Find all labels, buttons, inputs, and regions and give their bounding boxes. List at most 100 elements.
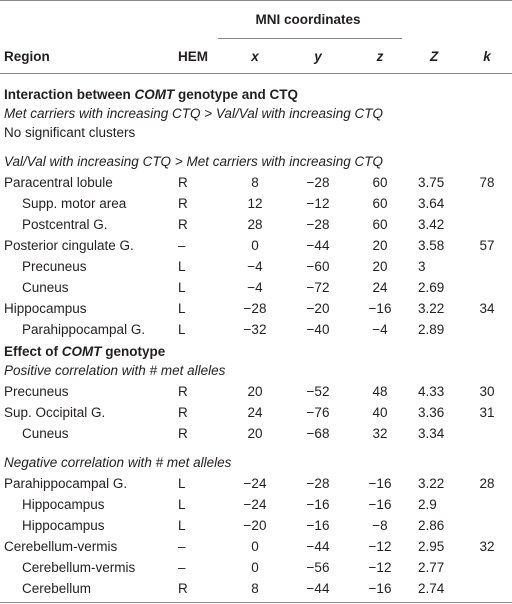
cell: Parahippocampal G.	[22, 322, 146, 337]
cell: 28	[479, 476, 495, 491]
cell: 2.77	[418, 560, 445, 575]
cell: Supp. motor area	[22, 196, 127, 211]
cell: 3.34	[418, 426, 445, 441]
group-rule	[218, 38, 402, 39]
cell: 32	[479, 539, 495, 554]
cell: 20	[247, 384, 263, 399]
top-rule	[0, 0, 512, 1]
column-header: x	[251, 49, 259, 64]
cell: 57	[479, 238, 495, 253]
cell: L	[178, 476, 186, 491]
cell: L	[178, 497, 186, 512]
cell: R	[178, 217, 188, 232]
cell: −12	[368, 560, 392, 575]
cell: 3.58	[418, 238, 445, 253]
cell: −16	[306, 497, 330, 512]
cell: 3.42	[418, 217, 445, 232]
cell: 48	[372, 384, 388, 399]
cell: −20	[306, 301, 330, 316]
cell: 78	[479, 175, 495, 190]
cell: 3.64	[418, 196, 445, 211]
section-title: Interaction between COMT genotype and CT…	[4, 87, 298, 103]
cell: –	[178, 560, 186, 575]
cell: 30	[479, 384, 495, 399]
cell: 28	[247, 217, 263, 232]
cell: Precuneus	[4, 384, 69, 399]
cell: 60	[372, 196, 388, 211]
cell: 8	[251, 175, 259, 190]
cell: R	[178, 384, 188, 399]
cell: −52	[306, 384, 330, 399]
cell: L	[178, 259, 186, 274]
cell: Cerebellum-vermis	[22, 560, 136, 575]
cell: 2.9	[418, 497, 437, 512]
subsection-label: Positive correlation with # met alleles	[4, 363, 226, 378]
cell: R	[178, 426, 188, 441]
cell: −72	[306, 280, 330, 295]
bottom-rule	[0, 602, 512, 603]
cell: −8	[372, 518, 388, 533]
column-header: Z	[430, 49, 439, 64]
cell: Cuneus	[22, 280, 69, 295]
cell: −16	[368, 301, 392, 316]
cell: 3	[418, 259, 426, 274]
subsection-label: Met carriers with increasing CTQ > Val/V…	[4, 106, 383, 121]
cell: 34	[479, 301, 495, 316]
cell: 24	[372, 280, 388, 295]
note: No significant clusters	[4, 125, 136, 140]
cell: −44	[306, 539, 330, 554]
column-header: HEM	[178, 49, 208, 64]
cell: −24	[243, 497, 267, 512]
cell: −24	[243, 476, 267, 491]
cell: –	[178, 539, 186, 554]
cell: −16	[306, 518, 330, 533]
cell: 32	[372, 426, 388, 441]
cell: −12	[368, 539, 392, 554]
cell: L	[178, 280, 186, 295]
cell: Postcentral G.	[22, 217, 108, 232]
cell: 20	[247, 426, 263, 441]
cell: Posterior cingulate G.	[4, 238, 134, 253]
cell: 40	[372, 405, 388, 420]
cell: −76	[306, 405, 330, 420]
cell: 60	[372, 217, 388, 232]
title-part: genotype	[101, 344, 166, 359]
cell: R	[178, 405, 188, 420]
group-header: MNI coordinates	[255, 12, 361, 27]
cell: −16	[368, 581, 392, 596]
cell: R	[178, 196, 188, 211]
cell: −28	[306, 175, 330, 190]
cell: −28	[243, 301, 267, 316]
cell: R	[178, 175, 188, 190]
cell: 2.95	[418, 539, 445, 554]
cell: Hippocampus	[22, 497, 105, 512]
title-part: genotype and CTQ	[174, 87, 299, 102]
cell: 2.74	[418, 581, 445, 596]
subsection-label: Val/Val with increasing CTQ > Met carrie…	[4, 154, 383, 169]
cell: −60	[306, 259, 330, 274]
cell: −32	[243, 322, 267, 337]
cell: L	[178, 518, 186, 533]
column-header: y	[314, 49, 322, 64]
cell: L	[178, 322, 186, 337]
cell: 3.75	[418, 175, 445, 190]
cell: 0	[251, 539, 259, 554]
cell: −12	[306, 196, 330, 211]
cell: −44	[306, 238, 330, 253]
cell: L	[178, 301, 186, 316]
cell: Hippocampus	[4, 301, 87, 316]
cell: 4.33	[418, 384, 445, 399]
cell: Cuneus	[22, 426, 69, 441]
cell: −16	[368, 497, 392, 512]
cell: Sup. Occipital G.	[4, 405, 106, 420]
cell: 0	[251, 560, 259, 575]
cell: −28	[306, 217, 330, 232]
subsection-label: Negative correlation with # met alleles	[4, 455, 232, 470]
cell: 3.22	[418, 301, 445, 316]
cell: −16	[368, 476, 392, 491]
cell: Hippocampus	[22, 518, 105, 533]
column-header: k	[483, 49, 491, 64]
cell: −4	[247, 259, 263, 274]
cell: 12	[247, 196, 263, 211]
